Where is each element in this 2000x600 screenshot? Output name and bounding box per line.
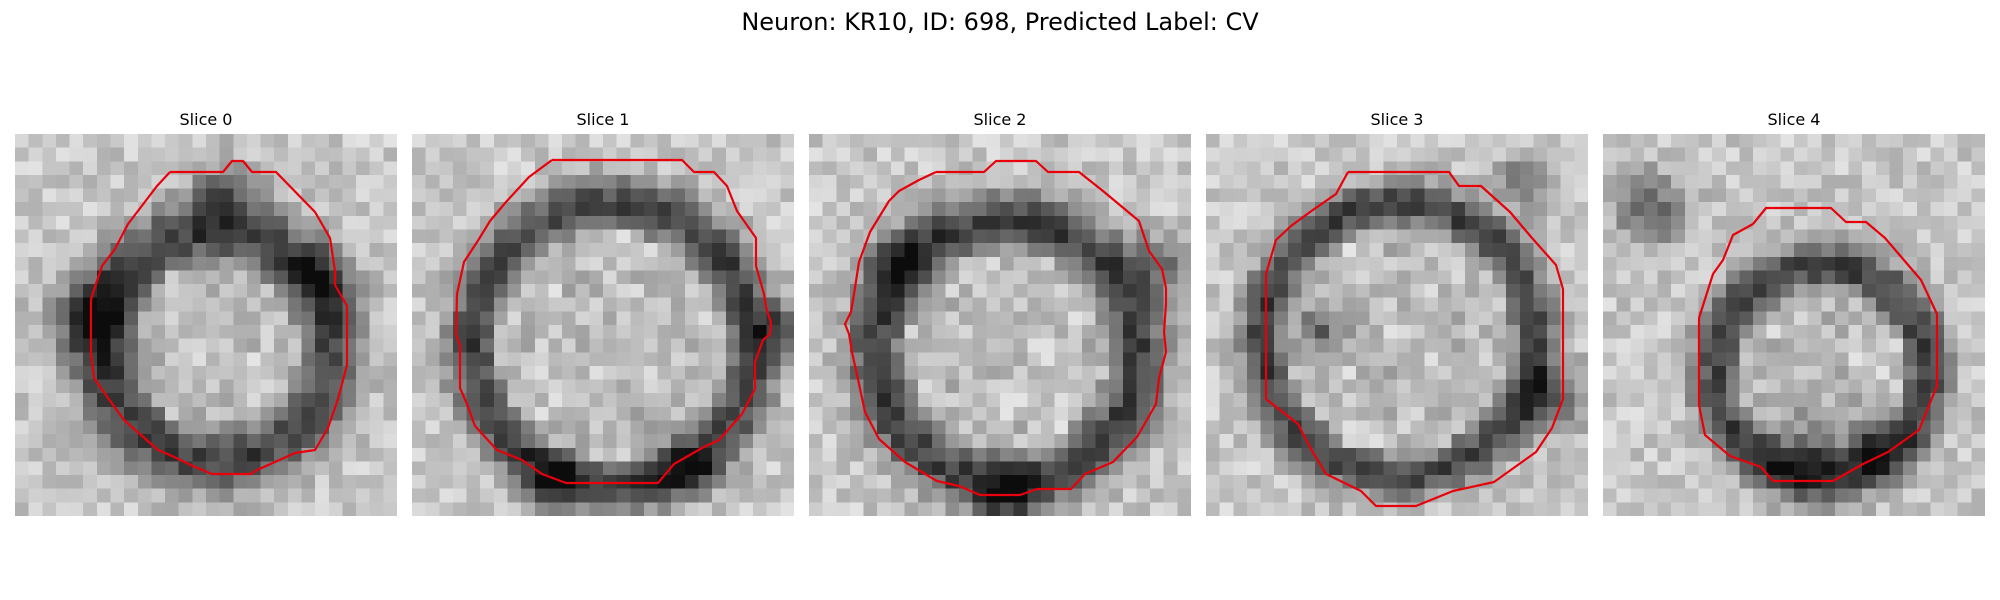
figure-title: Neuron: KR10, ID: 698, Predicted Label: … [741,8,1259,36]
segmentation-outline-1 [454,158,773,485]
slice-title-3: Slice 3 [1370,110,1424,129]
slice-panel-0: Slice 0 [15,110,397,516]
slice-panel-1: Slice 1 [412,110,794,516]
segmentation-outline-4 [1697,206,1939,483]
segmentation-outline-3 [1264,170,1565,508]
slice-image-3 [1206,134,1588,516]
slice-image-2 [809,134,1191,516]
slice-title-0: Slice 0 [179,110,233,129]
slice-title-2: Slice 2 [973,110,1027,129]
slice-panel-4: Slice 4 [1603,110,1985,516]
slice-title-4: Slice 4 [1767,110,1821,129]
slice-title-1: Slice 1 [576,110,630,129]
slice-image-4 [1603,134,1985,516]
slice-image-0 [15,134,397,516]
segmentation-outline-2 [843,159,1168,497]
slice-panel-3: Slice 3 [1206,110,1588,516]
segmentation-outline-0 [89,159,349,476]
slice-image-1 [412,134,794,516]
slice-panel-2: Slice 2 [809,110,1191,516]
